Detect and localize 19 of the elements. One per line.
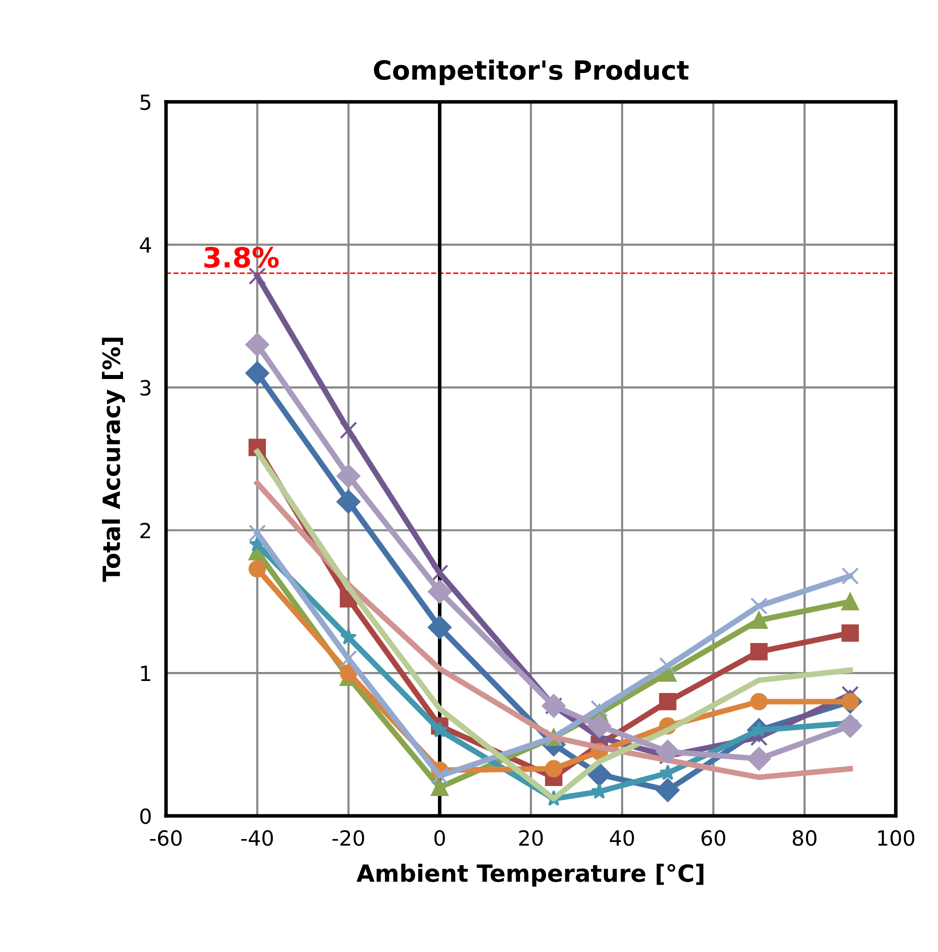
x-tick-label: -20	[332, 830, 364, 846]
y-tick-label: 2	[140, 522, 150, 538]
x-tick-label: -40	[241, 830, 273, 846]
x-tick-label: -60	[150, 830, 182, 846]
y-tick-label: 0	[140, 808, 151, 824]
y-tick-label: 3	[140, 380, 150, 396]
x-tick-label: 20	[519, 830, 543, 846]
ref-line-label: 3.8%	[204, 246, 279, 268]
x-tick-label: 60	[702, 830, 726, 846]
x-tick-label: 100	[878, 830, 914, 846]
chart-title: Competitor's Product	[374, 60, 689, 86]
y-tick-label: 1	[141, 666, 150, 681]
y-tick-label: 4	[140, 237, 151, 253]
x-tick-label: 80	[792, 830, 816, 846]
x-tick-label: 0	[434, 830, 445, 846]
x-tick-label: 40	[610, 830, 634, 846]
y-tick-label: 5	[140, 94, 150, 110]
y-axis-title: Total Accuracy [%]	[102, 338, 125, 582]
x-axis-title: Ambient Temperature [°C]	[356, 864, 704, 887]
